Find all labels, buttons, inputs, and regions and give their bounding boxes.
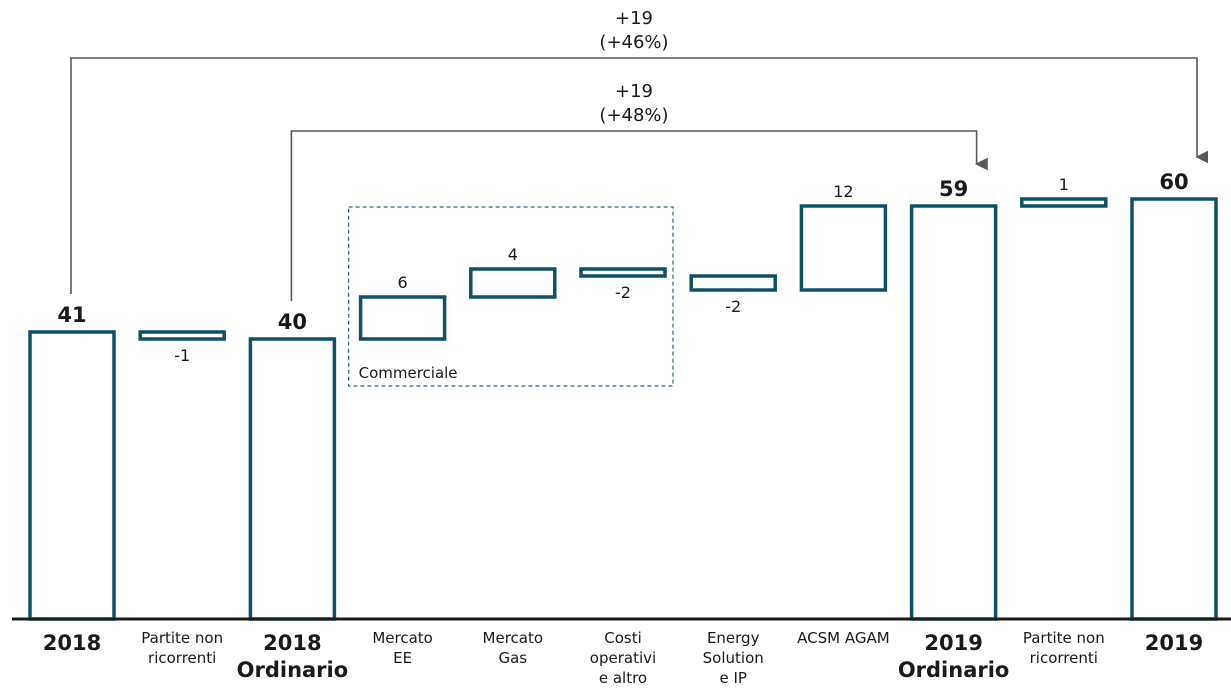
group-label: Commerciale	[359, 364, 458, 382]
category-label: Gas	[498, 649, 527, 667]
category-label: Solution	[703, 649, 764, 667]
comparison-label: +19	[615, 81, 653, 102]
delta-bar	[579, 267, 667, 278]
category-label: 2018	[263, 631, 321, 655]
delta-bar	[799, 204, 888, 292]
comparison-connector	[70, 57, 1209, 294]
comparison-connector	[290, 130, 988, 301]
bar-value-label: 12	[833, 182, 853, 201]
bar-value-label: 60	[1159, 170, 1188, 194]
bar-value-label: 59	[939, 177, 968, 201]
category-label: Mercato	[483, 629, 544, 647]
category-label: 2018	[43, 631, 101, 655]
category-label: Ordinario	[898, 658, 1010, 682]
delta-bar	[689, 274, 777, 292]
bar-value-label: -2	[615, 283, 631, 302]
bar-value-label: 41	[57, 303, 86, 327]
category-label: Ordinario	[237, 658, 349, 682]
category-label: Costi	[604, 629, 642, 647]
bar-value-label: -1	[174, 346, 190, 365]
bar-value-label: 1	[1059, 175, 1069, 194]
bar-value-label: -2	[725, 297, 741, 316]
comparison-label: +19	[615, 8, 653, 29]
total-bar	[248, 337, 337, 621]
category-label: Partite non	[141, 629, 223, 647]
bar-value-label: 40	[278, 310, 307, 334]
category-label: Partite non	[1023, 629, 1105, 647]
category-label: ACSM AGAM	[797, 629, 890, 647]
delta-bar	[138, 330, 226, 341]
delta-bar	[358, 295, 447, 341]
group-box	[347, 206, 674, 387]
category-label: Mercato	[372, 629, 433, 647]
bar-value-label: 4	[508, 245, 518, 264]
category-label: ricorrenti	[148, 649, 216, 667]
category-label: ricorrenti	[1030, 649, 1098, 667]
category-label: operativi	[590, 649, 656, 667]
category-label: 2019	[1145, 631, 1203, 655]
comparison-label: (+48%)	[599, 105, 668, 126]
comparison-label: (+46%)	[599, 32, 668, 53]
bar-value-label: 6	[398, 273, 408, 292]
total-bar	[1130, 197, 1218, 621]
category-label: EE	[393, 649, 412, 667]
delta-bar	[1020, 197, 1108, 208]
total-bar	[28, 330, 116, 621]
category-label: Energy	[707, 629, 760, 647]
category-label: e IP	[719, 669, 746, 687]
total-bar	[909, 204, 998, 621]
category-label: e altro	[599, 669, 647, 687]
delta-bar	[469, 267, 557, 299]
category-label: 2019	[924, 631, 982, 655]
